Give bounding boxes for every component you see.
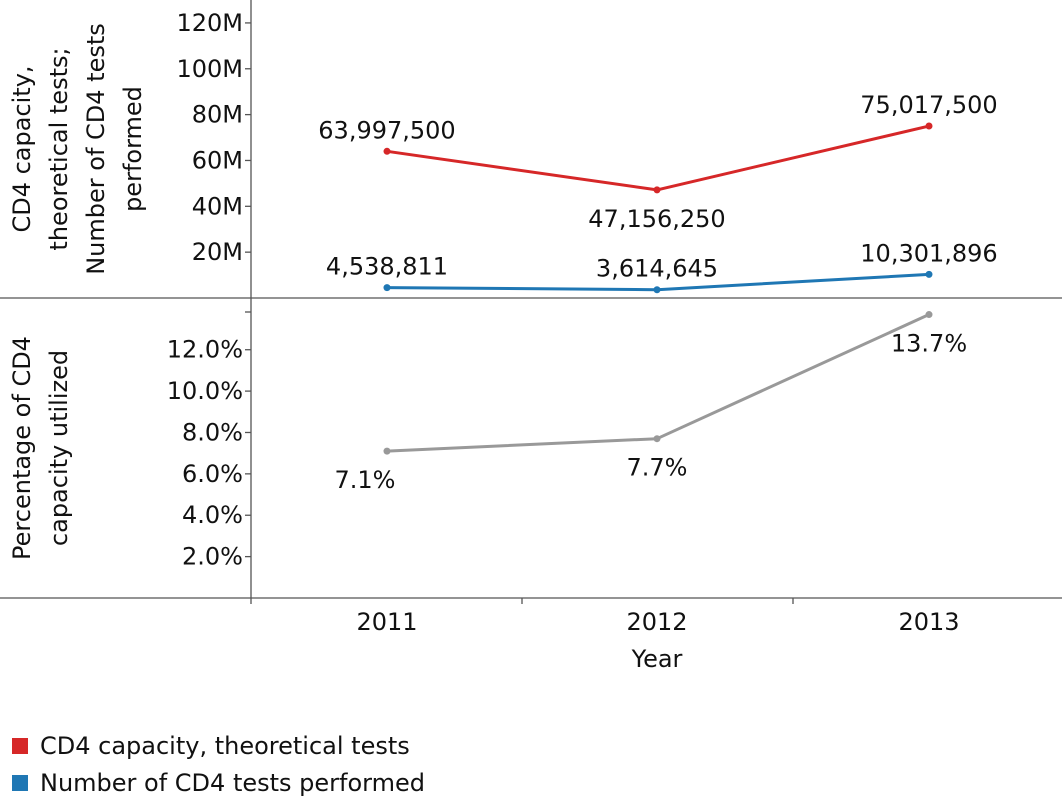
data-point bbox=[383, 447, 391, 455]
x-tick-label: 2012 bbox=[626, 608, 687, 636]
data-point bbox=[653, 186, 661, 194]
y-axis-title-line: capacity utilized bbox=[45, 350, 73, 546]
bottom-panel: Percentage of CD4 capacity utilized 2.0% 4.… bbox=[8, 311, 967, 571]
x-tick-label: 2013 bbox=[898, 608, 959, 636]
y-axis-title-line: theoretical tests; bbox=[45, 47, 73, 250]
y-tick-label: 8.0% bbox=[182, 418, 243, 446]
x-tick-label: 2011 bbox=[356, 608, 417, 636]
top-panel: CD4 capacity, theoretical tests; Number of… bbox=[8, 9, 998, 294]
data-point bbox=[925, 122, 933, 130]
data-label: 7.1% bbox=[335, 466, 396, 494]
y-axis-title-line: CD4 capacity, bbox=[8, 65, 36, 232]
y-tick-label: 100M bbox=[176, 55, 243, 83]
data-label: 75,017,500 bbox=[860, 91, 997, 119]
y-axis-title-line: Percentage of CD4 bbox=[8, 336, 36, 560]
data-label: 10,301,896 bbox=[860, 239, 997, 267]
y-tick-label: 120M bbox=[176, 9, 243, 37]
data-label: 13.7% bbox=[891, 330, 967, 358]
legend-swatch bbox=[12, 738, 28, 754]
data-point bbox=[925, 270, 933, 278]
y-tick-label: 2.0% bbox=[182, 543, 243, 571]
legend-swatch bbox=[12, 775, 28, 791]
series-line bbox=[386, 124, 930, 192]
data-label: 47,156,250 bbox=[588, 205, 725, 233]
y-tick-label: 20M bbox=[192, 238, 243, 266]
y-tick-label: 60M bbox=[192, 146, 243, 174]
legend-entry-label: Number of CD4 tests performed bbox=[40, 769, 425, 797]
y-tick-label: 10.0% bbox=[167, 377, 243, 405]
legend-entry-label: CD4 capacity, theoretical tests bbox=[40, 732, 410, 760]
y-tick-label: 6.0% bbox=[182, 460, 243, 488]
data-point bbox=[925, 311, 933, 319]
data-point bbox=[383, 147, 391, 155]
data-point bbox=[653, 435, 661, 443]
data-label: 3,614,645 bbox=[596, 255, 718, 283]
data-label: 63,997,500 bbox=[318, 116, 455, 144]
data-point bbox=[653, 286, 661, 294]
y-tick-label: 80M bbox=[192, 101, 243, 129]
data-label: 7.7% bbox=[627, 454, 688, 482]
x-axis: Year 2011 2012 2013 bbox=[250, 598, 960, 673]
legend: CD4 capacity, theoretical tests Number of… bbox=[12, 732, 425, 797]
x-axis-title: Year bbox=[631, 645, 683, 673]
y-tick-label: 40M bbox=[192, 192, 243, 220]
y-tick-label: 4.0% bbox=[182, 501, 243, 529]
data-label: 4,538,811 bbox=[326, 253, 448, 281]
y-axis-title-line: Number of CD4 tests bbox=[82, 23, 110, 275]
y-axis-title-line: performed bbox=[119, 86, 147, 212]
y-tick-label: 12.0% bbox=[167, 336, 243, 364]
data-point bbox=[383, 284, 391, 292]
series-line bbox=[386, 313, 930, 453]
